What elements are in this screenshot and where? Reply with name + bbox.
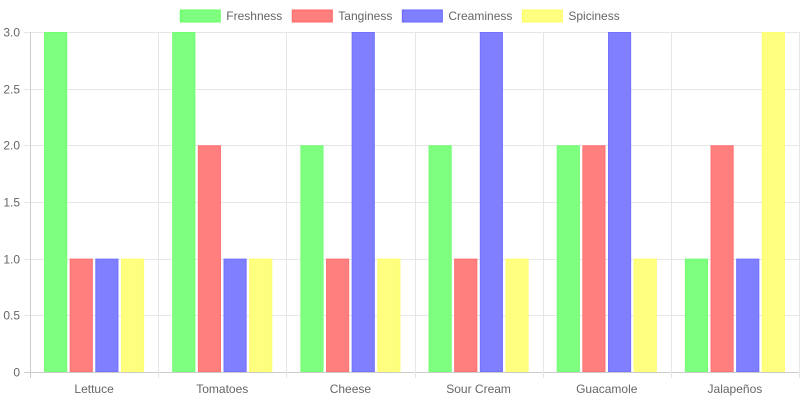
bar-border (44, 32, 68, 372)
legend-swatch (521, 9, 563, 23)
y-tick-label: 1.5 (3, 196, 20, 210)
bar-border (351, 32, 375, 372)
bar-border (223, 258, 247, 372)
bar-freshness-3[interactable] (428, 145, 452, 372)
bar-border (479, 32, 503, 372)
bar-border (172, 32, 196, 372)
legend-item-freshness[interactable]: Freshness (179, 9, 282, 23)
y-tick-label: 2.0 (3, 139, 20, 153)
y-tick-label: 0 (13, 366, 20, 380)
x-tick-label: Tomatoes (196, 382, 248, 396)
bar-tanginess-3[interactable] (454, 258, 478, 372)
bar-tanginess-0[interactable] (69, 258, 93, 372)
bar-border (69, 258, 93, 372)
bar-creaminess-0[interactable] (95, 258, 119, 372)
x-tick-label: Guacamole (576, 382, 638, 396)
bar-freshness-5[interactable] (684, 258, 709, 372)
bar-border (761, 32, 785, 372)
bar-spiciness-5[interactable] (761, 32, 785, 372)
bar-border (197, 145, 221, 372)
bar-freshness-1[interactable] (172, 32, 196, 372)
bar-border (736, 258, 760, 372)
bar-tanginess-2[interactable] (326, 258, 350, 372)
bar-border (505, 258, 529, 372)
bar-border (249, 258, 273, 372)
bar-freshness-0[interactable] (44, 32, 68, 372)
y-tick-label: 0.5 (3, 309, 20, 323)
bar-tanginess-5[interactable] (710, 145, 734, 372)
bar-creaminess-5[interactable] (736, 258, 760, 372)
bar-border (120, 258, 145, 372)
bar-freshness-2[interactable] (300, 145, 324, 372)
y-tick-label: 3.0 (3, 26, 20, 40)
y-axis: 0 0.5 1.0 1.5 2.0 2.5 3.0 (3, 26, 20, 380)
y-tick-label: 2.5 (3, 83, 20, 97)
bar-border (608, 32, 632, 372)
x-tick-label: Cheese (330, 382, 372, 396)
legend-item-creaminess[interactable]: Creaminess (401, 9, 512, 23)
y-tick-label: 1.0 (3, 253, 20, 267)
bar-spiciness-0[interactable] (120, 258, 145, 372)
legend-label: Creaminess (448, 9, 512, 23)
bar-creaminess-2[interactable] (351, 32, 375, 372)
bar-spiciness-1[interactable] (249, 258, 273, 372)
x-tick-label: Lettuce (74, 382, 114, 396)
bar-spiciness-3[interactable] (505, 258, 529, 372)
legend-item-spiciness[interactable]: Spiciness (521, 9, 620, 23)
legend-swatch (291, 9, 333, 23)
bar-spiciness-4[interactable] (633, 258, 657, 372)
legend-item-tanginess[interactable]: Tanginess (291, 9, 392, 23)
legend-label: Tanginess (338, 9, 392, 23)
bar-border (633, 258, 657, 372)
bar-border (454, 258, 478, 372)
bars (44, 32, 785, 372)
bar-border (300, 145, 324, 372)
legend: Freshness Tanginess Creaminess Spiciness (179, 9, 620, 23)
legend-swatch (179, 9, 221, 23)
bar-border (710, 145, 734, 372)
bar-creaminess-4[interactable] (608, 32, 632, 372)
bar-border (326, 258, 350, 372)
x-tick-label: Sour Cream (446, 382, 511, 396)
x-tick-label: Jalapeños (708, 382, 763, 396)
legend-label: Freshness (226, 9, 282, 23)
bar-tanginess-1[interactable] (197, 145, 221, 372)
bar-border (428, 145, 452, 372)
bar-border (556, 145, 580, 372)
bar-border (95, 258, 119, 372)
bar-tanginess-4[interactable] (582, 145, 606, 372)
bar-creaminess-3[interactable] (479, 32, 503, 372)
bar-creaminess-1[interactable] (223, 258, 247, 372)
bar-border (582, 145, 606, 372)
bar-spiciness-2[interactable] (377, 258, 401, 372)
bar-border (377, 258, 401, 372)
bar-border (684, 258, 709, 372)
bar-freshness-4[interactable] (556, 145, 580, 372)
legend-label: Spiciness (568, 9, 619, 23)
legend-swatch (401, 9, 443, 23)
x-axis: Lettuce Tomatoes Cheese Sour Cream Guacamole… (74, 382, 762, 396)
